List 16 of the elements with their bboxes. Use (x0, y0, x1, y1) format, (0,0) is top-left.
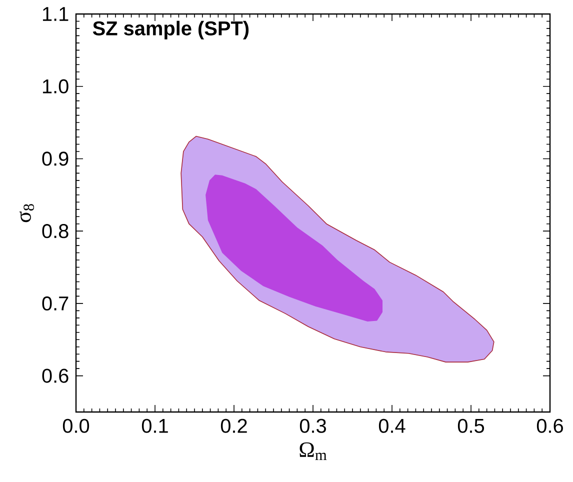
y-tick-label: 0.9 (42, 152, 68, 166)
x-tick-label: 0.5 (458, 418, 484, 433)
x-tick-label: 0.6 (536, 418, 563, 433)
x-tick-label: 0.2 (220, 418, 247, 433)
y-tick-label: 1.0 (42, 79, 68, 94)
x-tick-label: 0.0 (62, 418, 90, 433)
x-tick-label: 0.3 (300, 418, 326, 433)
chart-title: SZ sample (SPT) (92, 20, 249, 40)
y-tick-label: 0.7 (42, 296, 68, 310)
y-tick-label: 0.8 (42, 224, 68, 238)
y-axis-title: σ$_{8}$ (20, 204, 34, 222)
x-axis-title: Ω$_{m}$ (300, 442, 327, 460)
y-tick-label: 1.1 (42, 7, 68, 21)
x-tick-label: 0.4 (378, 418, 406, 433)
x-tick-label: 0.1 (142, 418, 168, 433)
y-tick-label: 0.6 (42, 368, 68, 383)
